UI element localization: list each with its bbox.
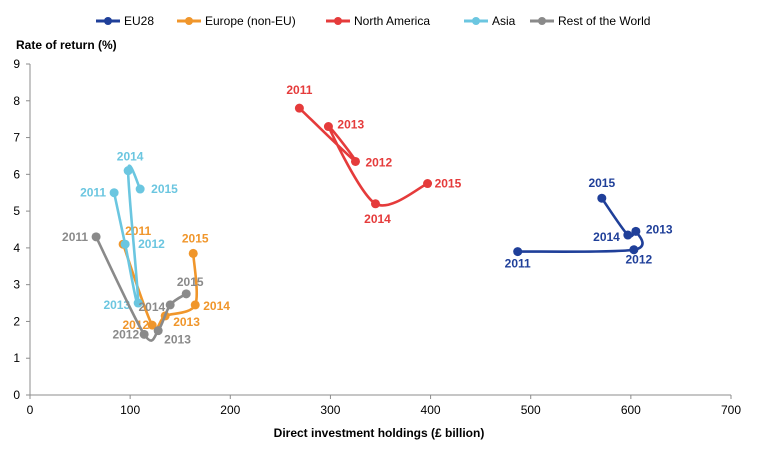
data-point (190, 300, 200, 310)
legend-item: EU28 (96, 14, 154, 28)
x-tick-label: 500 (521, 403, 541, 417)
legend-label: North America (354, 14, 430, 28)
data-label: 2015 (182, 231, 209, 245)
data-label: 2012 (112, 327, 139, 341)
data-label: 2012 (138, 237, 165, 251)
data-label: 2011 (80, 186, 106, 200)
data-point (91, 232, 101, 242)
y-tick-label: 7 (13, 131, 20, 145)
data-point (423, 179, 433, 189)
data-point (323, 122, 333, 132)
legend: EU28 Europe (non-EU) North America Asia Rest… (96, 14, 650, 28)
y-tick-label: 2 (13, 314, 20, 328)
data-point (350, 156, 360, 166)
legend-marker (104, 17, 112, 25)
data-point (294, 103, 304, 113)
y-tick-label: 4 (13, 241, 20, 255)
y-tick-label: 3 (13, 278, 20, 292)
data-label: 2012 (122, 318, 149, 332)
data-label: 2014 (593, 230, 620, 244)
data-label: 2013 (103, 298, 130, 312)
legend-label: Europe (non-EU) (205, 14, 296, 28)
data-label: 2012 (626, 253, 653, 267)
legend-label: Asia (492, 14, 516, 28)
series-rest-of-the-world: 2011 2012 2013 2014 2015 (62, 230, 204, 347)
data-point (120, 239, 130, 249)
data-label: 2013 (173, 315, 200, 329)
data-label: 2012 (365, 155, 392, 169)
data-point (623, 230, 633, 240)
legend-item: Asia (464, 14, 516, 28)
legend-marker (334, 17, 342, 25)
x-tick-label: 700 (721, 403, 741, 417)
legend-item: North America (326, 14, 430, 28)
data-point (181, 289, 191, 299)
x-tick-label: 200 (220, 403, 240, 417)
series-line (517, 197, 644, 253)
data-point (139, 329, 149, 339)
data-point (109, 188, 119, 198)
data-label: 2014 (117, 150, 144, 164)
data-label: 2011 (505, 257, 531, 271)
data-point (629, 245, 639, 255)
series-eu28: 2011 2012 2013 2014 2015 (505, 176, 673, 270)
y-tick-label: 8 (13, 94, 20, 108)
data-point (165, 300, 175, 310)
x-tick-label: 400 (421, 403, 441, 417)
data-point (135, 184, 145, 194)
data-label: 2011 (286, 83, 312, 97)
legend-label: EU28 (124, 14, 154, 28)
y-axis-title: Rate of return (%) (16, 38, 117, 52)
legend-label: Rest of the World (558, 14, 650, 28)
data-label: 2013 (164, 333, 191, 347)
y-tick-label: 1 (13, 351, 20, 365)
data-label: 2015 (435, 177, 462, 191)
data-label: 2015 (588, 176, 615, 190)
data-point (597, 193, 607, 203)
data-label: 2014 (203, 299, 230, 313)
data-point (147, 320, 157, 330)
data-label: 2015 (151, 182, 178, 196)
data-label: 2014 (138, 300, 165, 314)
data-point (188, 248, 198, 258)
data-label: 2013 (646, 222, 673, 236)
x-tick-label: 100 (120, 403, 140, 417)
legend-item: Rest of the World (530, 14, 650, 28)
data-label: 2013 (337, 118, 364, 132)
data-point (133, 298, 143, 308)
legend-item: Europe (non-EU) (177, 14, 296, 28)
data-point (513, 247, 523, 257)
legend-marker (538, 17, 546, 25)
y-tick-label: 9 (13, 57, 20, 71)
y-tick-label: 6 (13, 167, 20, 181)
data-point (370, 199, 380, 209)
legend-marker (185, 17, 193, 25)
x-tick-label: 0 (27, 403, 34, 417)
data-point (123, 166, 133, 176)
data-label: 2014 (364, 212, 391, 226)
data-label: 2011 (62, 230, 88, 244)
y-tick-label: 0 (13, 388, 20, 402)
x-tick-label: 300 (320, 403, 340, 417)
series-north-america: 2011 2012 2013 2014 2015 (286, 83, 461, 226)
data-point (631, 226, 641, 236)
x-tick-label: 600 (621, 403, 641, 417)
axes: 0 100 200 300 400 500 600 700 0 1 2 3 4 5 6 7 8 9 (13, 57, 741, 417)
y-tick-label: 5 (13, 204, 20, 218)
x-axis-title: Direct investment holdings (£ billion) (274, 426, 485, 440)
data-point (153, 326, 163, 336)
data-label: 2015 (177, 275, 204, 289)
data-label: 2011 (125, 224, 151, 238)
legend-marker (472, 17, 480, 25)
